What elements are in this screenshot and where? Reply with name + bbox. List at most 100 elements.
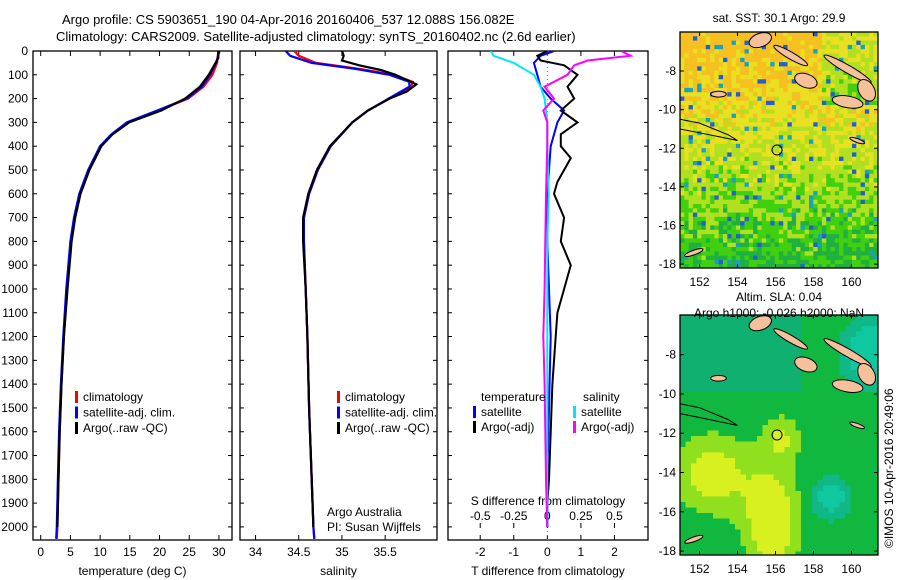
map-cell [727,44,732,50]
map-cell [688,118,694,123]
map-cell [856,502,862,508]
map-cell [753,105,758,110]
map-cell [826,143,831,149]
map-cell [845,524,851,530]
map-cell [696,458,703,464]
island-land [823,54,872,84]
map-cell [778,173,784,179]
map-cell [812,342,818,349]
map-cell [761,109,767,114]
map-cell [839,458,846,464]
map-cell [751,507,758,514]
map-cell [817,118,823,123]
map-cell [685,485,692,492]
map-cell [817,551,824,555]
map-cell [710,75,715,80]
map-cell [697,165,702,170]
map-cell [839,44,844,50]
map-cell [860,161,866,166]
map-cell [856,507,862,514]
series-line-argo-raw-qc- [56,51,220,527]
map-cell [809,148,814,153]
map-cell [727,238,732,243]
map-cell [801,408,807,415]
map-cell [860,234,866,239]
map-cell [864,156,870,162]
map-cell [869,57,874,63]
map-cell [856,148,861,153]
map-cell [774,212,780,218]
map-cell [701,247,707,252]
map-cell [850,342,857,349]
map-cell [834,83,840,89]
map-cell [713,419,719,426]
map-cell [809,32,814,37]
map-cell [727,32,732,37]
map-cell [768,419,774,426]
map-cell [707,436,714,442]
map-cell [852,143,857,149]
map-cell [843,36,848,41]
map-cell [770,148,775,153]
map-cell [680,397,686,404]
map-cell [804,169,810,175]
map-cell [731,169,737,175]
map-cell [872,397,878,404]
map-cell [869,238,874,243]
map-cell [828,408,835,415]
map-cell [784,546,791,552]
map-cell [748,221,754,226]
map-cell [787,242,793,248]
map-cell [697,66,702,71]
map-cell [839,173,844,179]
x-tick-label: 10 [93,545,107,559]
map-cell [796,139,801,145]
map-cell [774,70,780,76]
map-cell [757,337,763,343]
map-cell [735,414,741,420]
map-cell [740,469,747,475]
map-cell [718,441,725,448]
map-cell [817,546,824,552]
map-cell [795,507,802,514]
map-cell [856,96,861,102]
map-cell [787,105,793,110]
map-cell [697,79,702,84]
x-tick-label: 34.5 [287,545,311,559]
map-cell [852,242,857,248]
map-cell [718,242,724,248]
map-cell [834,152,840,157]
map-cell [761,57,767,63]
map-cell [691,337,697,343]
map-cell [748,225,754,231]
map-cell [740,524,747,530]
map-cell [861,348,868,354]
map-cell [839,359,846,365]
map-cell [705,216,711,222]
map-cell [779,474,785,481]
map-cell [834,326,840,332]
map-cell [817,320,824,327]
map-cell [834,161,840,166]
map-cell [783,130,788,136]
map-cell [795,320,802,327]
map-cell [707,331,714,338]
map-cell [864,126,870,132]
map-cell [724,447,730,453]
map-cell [707,441,714,448]
map-cell [861,469,868,475]
map-cell [753,92,758,97]
map-cell [796,130,801,136]
map-cell [843,113,848,119]
x-tick-label: 35 [335,545,349,559]
map-cell [705,191,711,196]
map-cell [753,100,758,106]
map-cell [869,105,874,110]
map-cell [701,139,707,145]
map-cell [850,480,857,486]
map-cell [804,238,810,243]
map-cell [804,195,810,200]
map-cell [735,447,741,453]
map-cell [731,255,737,261]
map-cell [790,535,796,541]
